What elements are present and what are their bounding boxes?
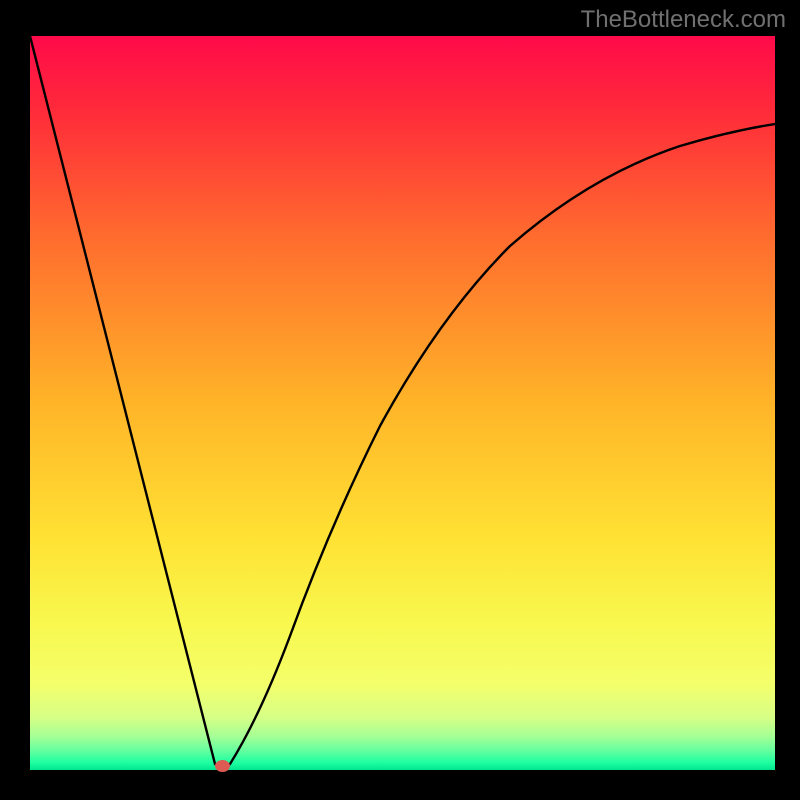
curve-path [30,36,775,768]
bottleneck-curve [30,36,775,770]
watermark-text: TheBottleneck.com [581,6,786,34]
optimum-marker [215,760,230,772]
plot-area [30,36,775,770]
